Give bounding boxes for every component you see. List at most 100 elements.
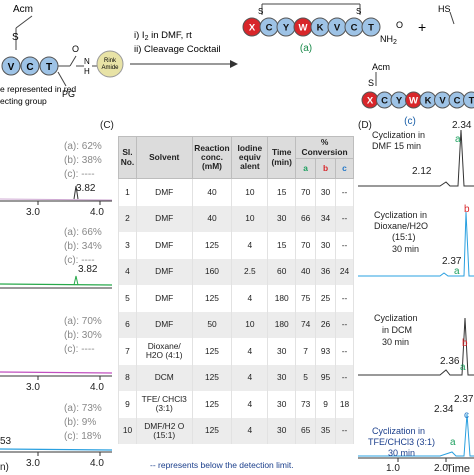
cell-a: 40: [296, 259, 316, 286]
pct-c-1: (c): ----: [64, 169, 95, 180]
header-solvent: Solvent: [136, 137, 192, 179]
cell-conc: 40: [192, 179, 232, 206]
header-b: b: [316, 159, 336, 179]
product-c-residue-letter: C: [381, 96, 388, 107]
product-a-residue-letter: K: [317, 23, 324, 34]
cell-c: --: [336, 285, 354, 312]
svg-text:O: O: [396, 20, 403, 30]
cell-solvent: DMF: [136, 312, 192, 339]
trace3-letter-a: a: [460, 362, 466, 373]
cell-solvent: Dioxane/ H2O (4:1): [136, 338, 192, 365]
cell-sl: 2: [119, 206, 137, 233]
cell-a: 75: [296, 285, 316, 312]
cell-a: 70: [296, 232, 316, 259]
cell-sl: 10: [119, 418, 137, 445]
trace4-letter-a: a: [450, 437, 456, 448]
cell-iodine: 4: [232, 391, 268, 418]
cell-sl: 4: [119, 259, 137, 286]
cell-sl: 1: [119, 179, 137, 206]
cell-b: 95: [316, 365, 336, 392]
product-c-residue-letter: C: [454, 96, 461, 107]
cell-conc: 125: [192, 418, 232, 445]
trace1-title-1: Cyclization in: [372, 130, 425, 140]
product-c-residue-letter: W: [409, 96, 418, 107]
cell-conc: 125: [192, 338, 232, 365]
cell-iodine: 4: [232, 338, 268, 365]
cell-a: 70: [296, 179, 316, 206]
acm-label-right: Acm: [372, 62, 390, 72]
trace1-title-2: DMF 15 min: [372, 141, 421, 151]
cell-a: 65: [296, 418, 316, 445]
cell-sl: 7: [119, 338, 137, 365]
product-a-residue-letter: T: [368, 23, 374, 34]
cell-sl: 8: [119, 365, 137, 392]
label-c: (c): [404, 116, 416, 127]
trace4-peak-2: 2.37: [454, 394, 473, 405]
cell-b: 9: [316, 391, 336, 418]
cell-sl: 3: [119, 232, 137, 259]
header-iodine: Iodine equiv alent: [232, 137, 268, 179]
pct-b-1: (b): 38%: [64, 155, 102, 166]
svg-text:S: S: [356, 7, 361, 16]
trace2-title-1: Cyclization in: [374, 210, 427, 220]
pct-b-4: (b): 9%: [64, 417, 96, 428]
cell-time: 30: [268, 338, 296, 365]
cell-c: --: [336, 179, 354, 206]
cell-c: --: [336, 312, 354, 339]
cell-a: 73: [296, 391, 316, 418]
cell-c: 24: [336, 259, 354, 286]
header-conversion: % Conversion: [296, 137, 354, 159]
cell-solvent: DMF: [136, 232, 192, 259]
pct-a-2: (a): 66%: [64, 227, 102, 238]
trace3-title-1: Cyclization: [374, 313, 418, 323]
tick-3b: 4.0: [90, 382, 104, 393]
cell-sl: 5: [119, 285, 137, 312]
product-a-residue-letter: V: [334, 23, 341, 34]
svg-text:S: S: [258, 7, 263, 16]
cell-time: 30: [268, 206, 296, 233]
cell-b: 35: [316, 418, 336, 445]
trace3-peak: 2.36: [440, 356, 459, 367]
cell-conc: 125: [192, 285, 232, 312]
panel-d-tick-1: 1.0: [386, 463, 400, 474]
cell-conc: 125: [192, 365, 232, 392]
step1-text: i) I2 in DMF, rt: [134, 30, 192, 42]
cell-time: 15: [268, 179, 296, 206]
trace2-title-2: Dioxane/H2O: [374, 221, 428, 231]
pct-c-3: (c): ----: [64, 344, 95, 355]
trace4-title-3: 30 min: [388, 448, 415, 458]
cell-iodine: 2.5: [232, 259, 268, 286]
cell-solvent: DCM: [136, 365, 192, 392]
cell-time: 60: [268, 259, 296, 286]
table-footnote: -- represents below the detection limit.: [150, 460, 294, 470]
cell-sl: 9: [119, 391, 137, 418]
trace4-title-1: Cyclization in: [372, 426, 425, 436]
cell-conc: 40: [192, 206, 232, 233]
conversion-table: Sl. No. Solvent Reaction conc. (mM) Iodi…: [118, 136, 354, 444]
product-a-residue-letter: W: [299, 23, 308, 34]
hs-label: HS: [438, 4, 451, 14]
product-c-residue-letter: V: [439, 96, 446, 107]
cell-b: 26: [316, 312, 336, 339]
cell-conc: 50: [192, 312, 232, 339]
trace1-peak-1: 2.12: [412, 166, 431, 177]
header-a: a: [296, 159, 316, 179]
panel-c-label: (C): [100, 120, 114, 131]
cell-c: --: [336, 418, 354, 445]
cell-iodine: 10: [232, 206, 268, 233]
trace2-title-4: 30 min: [392, 244, 419, 254]
trace4-letter-c: c: [464, 410, 469, 421]
product-c-residue-letter: T: [469, 96, 474, 107]
svg-text:NH2: NH2: [380, 34, 397, 46]
cell-iodine: 4: [232, 232, 268, 259]
panel-d-axis-label: Time: [446, 463, 470, 475]
panel-d-label: (D): [358, 120, 372, 131]
cell-iodine: 10: [232, 312, 268, 339]
cell-a: 74: [296, 312, 316, 339]
tick-4a: 3.0: [26, 458, 40, 469]
